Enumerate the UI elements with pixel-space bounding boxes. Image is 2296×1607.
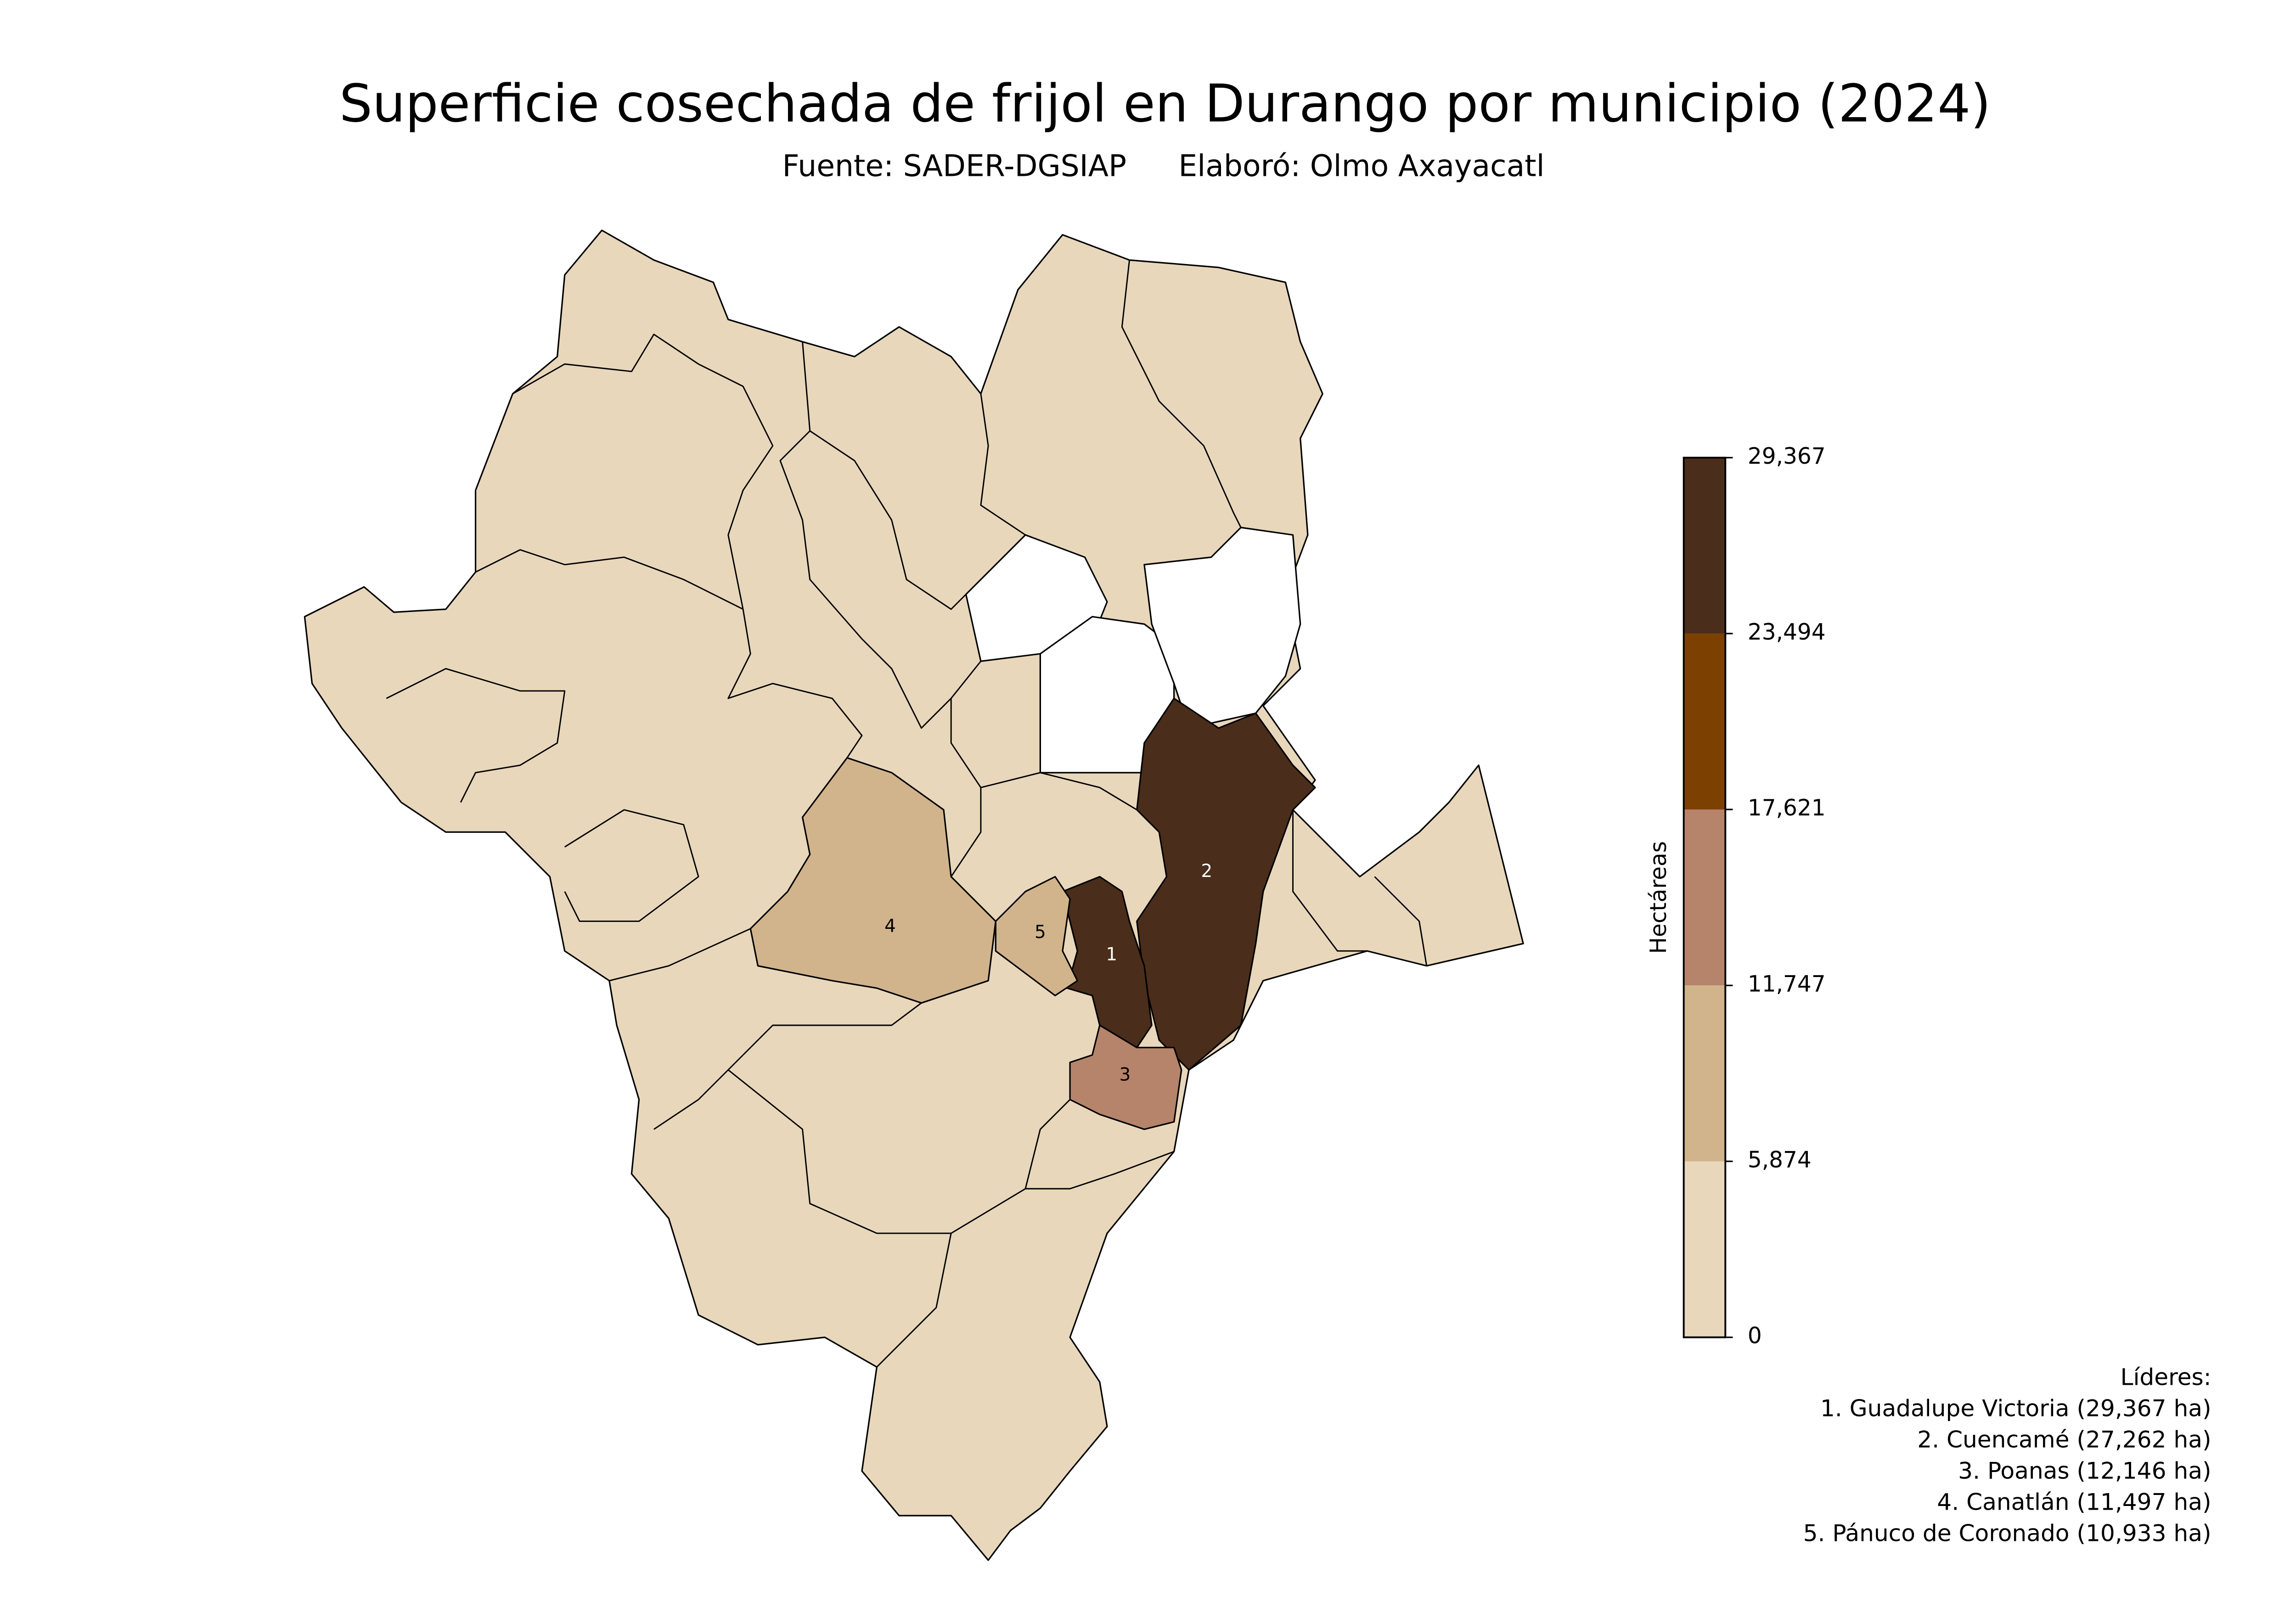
municipal-border	[980, 393, 1026, 536]
municipal-border	[653, 1002, 922, 1130]
map-label: 1	[1106, 944, 1117, 965]
no-data-area	[1143, 527, 1301, 729]
colorbar: 0 5,874 11,747 17,621 23,494 29,367	[1683, 444, 1826, 1349]
municipal-border	[1121, 260, 1242, 528]
map-label: 5	[1035, 922, 1046, 943]
leaders-legend: Líderes: 1. Guadalupe Victoria (29,367 ha…	[1803, 1364, 2212, 1547]
municipal-border	[809, 430, 967, 610]
municipal-border	[950, 698, 982, 877]
map-label: 2	[1201, 861, 1212, 882]
map-label: 4	[884, 916, 896, 937]
leader-item: 1. Guadalupe Victoria (29,367 ha)	[1820, 1395, 2212, 1422]
municipal-border	[512, 333, 774, 610]
colorbar-bin	[1683, 1161, 1726, 1337]
leader-item: 4. Canatlán (11,497 ha)	[1937, 1489, 2211, 1516]
colorbar-label: Hectáreas	[1646, 841, 1671, 954]
municipal-border	[386, 668, 566, 803]
map: 1 2 3 4 5	[304, 230, 1524, 1561]
municipal-border	[876, 1233, 952, 1368]
panuco-de-coronado	[995, 876, 1078, 996]
colorbar-frame	[1683, 456, 1727, 1338]
colorbar-bin	[1683, 985, 1726, 1162]
colorbar-tick-label: 17,621	[1748, 795, 1826, 821]
municipal-border	[779, 342, 982, 729]
colorbar-bin	[1683, 457, 1726, 634]
author: Elaboró: Olmo Axayacatl	[1178, 149, 1544, 183]
municipal-border	[1292, 809, 1367, 952]
canatlan	[749, 757, 996, 1004]
source: Fuente: SADER-DGSIAP	[782, 149, 1127, 183]
leaders-title: Líderes:	[2121, 1364, 2212, 1391]
municipal-border	[980, 772, 1137, 811]
leader-item: 5. Pánuco de Coronado (10,933 ha)	[1803, 1520, 2212, 1547]
colorbar-tick-label: 11,747	[1748, 971, 1826, 997]
colorbar-bin	[1683, 633, 1726, 810]
municipal-border	[609, 928, 751, 982]
colorbar-tick-label: 0	[1748, 1323, 1762, 1349]
municipal-border	[564, 809, 699, 922]
leader-item: 2. Cuencamé (27,262 ha)	[1917, 1426, 2211, 1453]
colorbar-tick-label: 5,874	[1748, 1147, 1812, 1173]
municipal-border	[1025, 1151, 1175, 1190]
colorbar-tick-label: 29,367	[1748, 444, 1826, 469]
municipal-border	[475, 549, 863, 759]
leader-item: 3. Poanas (12,146 ha)	[1958, 1457, 2211, 1484]
colorbar-bin	[1683, 809, 1726, 986]
poanas	[1069, 1024, 1182, 1130]
municipal-border	[1374, 876, 1428, 966]
cuencame	[1136, 697, 1316, 1071]
map-label: 3	[1119, 1065, 1131, 1085]
title: Superficie cosechada de frijol en Durang…	[339, 73, 1991, 134]
colorbar-tick-label: 23,494	[1748, 619, 1826, 645]
municipal-border	[727, 1069, 1071, 1234]
